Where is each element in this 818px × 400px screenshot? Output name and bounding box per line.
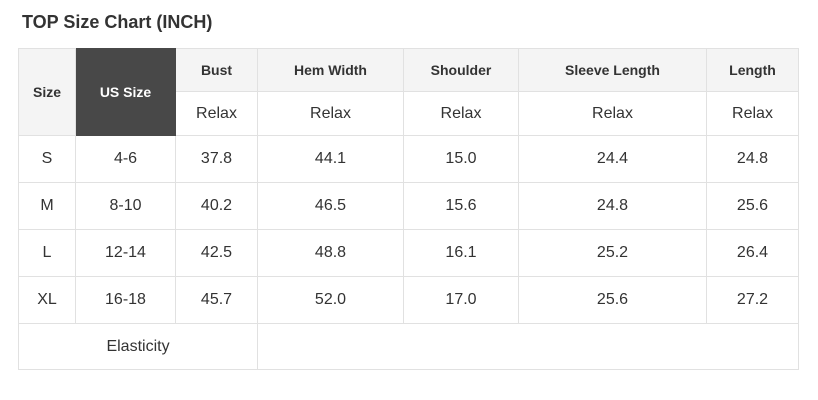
hem-width-cell: 44.1 <box>257 135 404 183</box>
sleeve-length-cell: 25.2 <box>518 229 707 277</box>
elasticity-label: Elasticity <box>18 323 258 370</box>
page-title: TOP Size Chart (INCH) <box>22 12 213 32</box>
us-size-cell: 16-18 <box>75 276 176 324</box>
shoulder-cell: 15.6 <box>403 182 519 230</box>
sleeve-length-cell: 24.8 <box>518 182 707 230</box>
us-size-cell: 8-10 <box>75 182 176 230</box>
sleeve-length-cell: 25.6 <box>518 276 707 324</box>
hem-width-cell: 48.8 <box>257 229 404 277</box>
fit-label-sleeve-length: Relax <box>518 91 707 136</box>
table-row-xl: XL 16-18 45.7 52.0 17.0 25.6 27.2 <box>18 276 799 324</box>
table-row-l: L 12-14 42.5 48.8 16.1 25.2 26.4 <box>18 229 799 277</box>
length-cell: 24.8 <box>706 135 799 183</box>
fit-label-hem-width: Relax <box>257 91 404 136</box>
header-row-fit: Relax Relax Relax Relax Relax <box>19 91 799 136</box>
table-row-m: M 8-10 40.2 46.5 15.6 24.8 25.6 <box>18 182 799 230</box>
fit-label-shoulder: Relax <box>403 91 519 136</box>
bust-cell: 42.5 <box>175 229 258 277</box>
size-cell: L <box>18 229 76 277</box>
sleeve-length-cell: 24.4 <box>518 135 707 183</box>
column-header-hem-width: Hem Width <box>257 48 404 92</box>
shoulder-cell: 15.0 <box>403 135 519 183</box>
bust-cell: 45.7 <box>175 276 258 324</box>
bust-cell: 37.8 <box>175 135 258 183</box>
column-header-length: Length <box>706 48 799 92</box>
bust-cell: 40.2 <box>175 182 258 230</box>
size-chart-table: Size US Size Bust Hem Width Shoulder Sle… <box>18 48 799 370</box>
column-header-shoulder: Shoulder <box>403 48 519 92</box>
length-cell: 25.6 <box>706 182 799 230</box>
hem-width-cell: 52.0 <box>257 276 404 324</box>
us-size-cell: 12-14 <box>75 229 176 277</box>
table-row-elasticity: Elasticity <box>18 323 799 370</box>
size-cell: XL <box>18 276 76 324</box>
shoulder-cell: 16.1 <box>403 229 519 277</box>
fit-label-bust: Relax <box>175 91 258 136</box>
shoulder-cell: 17.0 <box>403 276 519 324</box>
hem-width-cell: 46.5 <box>257 182 404 230</box>
length-cell: 26.4 <box>706 229 799 277</box>
elasticity-value <box>257 323 799 370</box>
column-header-us-size: US Size <box>75 48 176 136</box>
size-cell: S <box>18 135 76 183</box>
length-cell: 27.2 <box>706 276 799 324</box>
column-header-sleeve-length: Sleeve Length <box>518 48 707 92</box>
column-header-bust: Bust <box>175 48 258 92</box>
table-row-s: S 4-6 37.8 44.1 15.0 24.4 24.8 <box>18 135 799 183</box>
us-size-cell: 4-6 <box>75 135 176 183</box>
column-header-size: Size <box>18 48 76 136</box>
size-cell: M <box>18 182 76 230</box>
header-row-measures: Size US Size Bust Hem Width Shoulder Sle… <box>18 48 799 136</box>
fit-label-length: Relax <box>706 91 799 136</box>
